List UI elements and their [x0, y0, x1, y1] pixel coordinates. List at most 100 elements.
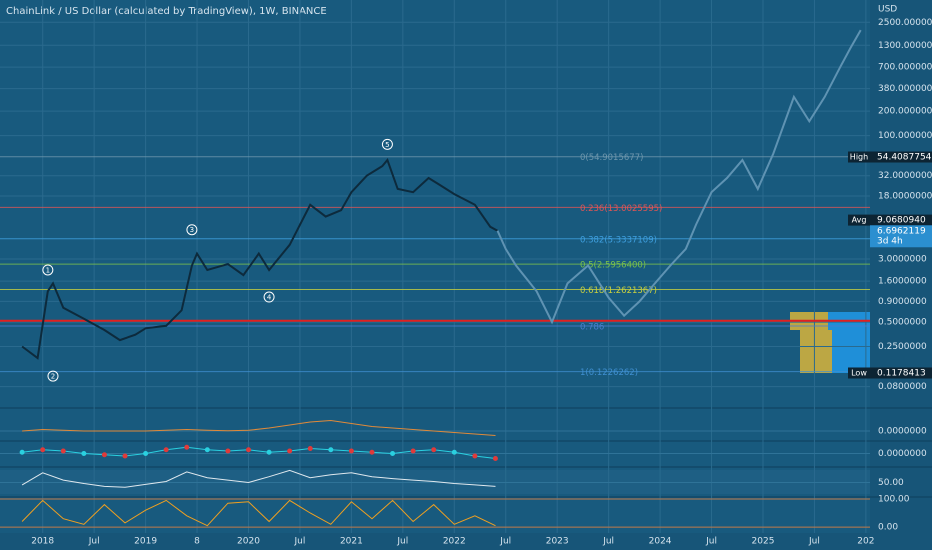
x-tick-label: Jul — [602, 537, 614, 547]
profile-box — [832, 330, 870, 373]
wave-label: 5 — [385, 141, 389, 149]
wave-marker — [381, 138, 393, 150]
price-badge — [870, 151, 932, 163]
wave-label: 2 — [51, 373, 55, 381]
price-badge — [870, 214, 932, 226]
axis-unit: USD — [878, 5, 897, 15]
indicator-dot — [266, 449, 272, 455]
x-tick-label: 2022 — [443, 537, 466, 547]
x-tick-label: 2021 — [340, 537, 363, 547]
x-tick-label: 2019 — [134, 537, 157, 547]
x-tick-label: 2024 — [649, 537, 672, 547]
indicator-dot — [287, 448, 293, 454]
y-tick-label: 700.0000000 — [878, 63, 932, 73]
indicator-dot — [451, 449, 457, 455]
x-tick-label: Jul — [294, 537, 306, 547]
y-tick-label: 0.2500000 — [878, 342, 927, 352]
y-tick-label: 32.0000000 — [878, 171, 932, 181]
price-name: Avg — [852, 216, 867, 225]
pane-tick-label: 0.0000000 — [878, 427, 927, 437]
indicator-dot — [431, 447, 437, 453]
line — [496, 29, 862, 325]
x-tick-label: 8 — [194, 537, 200, 547]
y-tick-label: 0.0800000 — [878, 382, 927, 392]
line — [21, 499, 496, 527]
wave-label: 1 — [46, 266, 50, 274]
y-tick-label: 380.0000000 — [878, 84, 932, 94]
indicator-dot — [492, 456, 498, 461]
indicator-dot — [101, 452, 107, 458]
fib-label: 1(0.1226262) — [580, 368, 638, 378]
price-name: Low — [851, 368, 867, 377]
indicator-dot — [369, 449, 375, 455]
chart-title: ChainLink / US Dollar (calculated by Tra… — [6, 6, 327, 17]
x-tick-label: Jul — [499, 537, 511, 547]
wave-marker — [42, 264, 54, 276]
price-name-badge — [848, 151, 870, 163]
time-axis — [0, 533, 870, 550]
profile-box — [800, 330, 832, 373]
indicator-dot — [225, 448, 231, 454]
price-badge-value: 0.1178413 — [877, 368, 926, 378]
x-tick-label: 2025 — [752, 537, 775, 547]
pane-tick-label: 0.0000000 — [878, 449, 927, 459]
indicator-dot — [184, 444, 190, 450]
price-badge-value: 9.0680940 — [877, 216, 926, 226]
line — [21, 469, 496, 488]
line — [22, 419, 496, 436]
pane-tick-label: 0.00 — [878, 523, 898, 533]
fib-label: 0.618(1.2621367) — [580, 286, 657, 296]
wave-marker — [186, 224, 198, 236]
indicator-dot — [328, 447, 334, 453]
indicator-dot — [348, 448, 354, 454]
pane-tick-label: 100.00 — [878, 494, 910, 504]
indicator-dot — [40, 447, 46, 453]
indicator-dot — [122, 453, 128, 459]
fib-label: 0(54.9015677) — [580, 153, 643, 163]
x-tick-label: 2020 — [237, 537, 260, 547]
wave-label: 3 — [190, 226, 194, 234]
indicator-dot — [60, 448, 66, 454]
price-name: High — [850, 153, 868, 162]
x-tick-label: Jul — [88, 537, 100, 547]
x-tick-label: Jul — [808, 537, 820, 547]
y-tick-label: 2500.0000000 — [878, 18, 932, 28]
price-name-badge — [848, 214, 870, 226]
indicator-dot — [390, 451, 396, 456]
y-tick-label: 3.0000000 — [878, 255, 927, 265]
y-tick-label: 0.9000000 — [878, 297, 927, 307]
indicator-dot — [81, 451, 87, 456]
indicator-dot — [472, 453, 478, 459]
price-badge-countdown: 3d 4h — [877, 236, 903, 246]
x-tick-label: Jul — [705, 537, 717, 547]
y-tick-label: 1300.0000000 — [878, 41, 932, 51]
x-tick-label: Jul — [396, 537, 408, 547]
wave-label: 4 — [267, 294, 272, 302]
fib-label: 0.382(5.3337109) — [580, 235, 657, 245]
x-tick-label: 2018 — [31, 537, 54, 547]
line — [22, 446, 496, 459]
price-axis — [870, 0, 932, 550]
x-tick-label: 2023 — [546, 537, 569, 547]
y-tick-label: 200.0000000 — [878, 107, 932, 117]
price-badge-value: 54.4087754 — [877, 153, 932, 163]
fib-label: 0.236(13.0025595) — [580, 204, 662, 214]
y-tick-label: 1.6000000 — [878, 277, 927, 287]
fib-label: 0.5(2.5956400) — [580, 261, 646, 271]
indicator-dot — [163, 447, 169, 453]
indicator-dot — [245, 447, 251, 453]
price-badge-value: 6.6962119 — [877, 226, 926, 236]
y-tick-label: 100.0000000 — [878, 131, 932, 141]
price-name-badge — [848, 367, 870, 379]
price-badge — [870, 367, 932, 379]
wave-marker — [263, 291, 275, 303]
indicator-dot — [143, 451, 149, 456]
y-tick-label: 0.5000000 — [878, 318, 927, 328]
price-badge — [870, 225, 932, 248]
wave-marker — [47, 370, 59, 382]
pane-tick-label: 50.00 — [878, 478, 904, 488]
y-tick-label: 18.0000000 — [878, 191, 932, 201]
indicator-dot — [204, 447, 210, 453]
indicator-dot — [410, 448, 416, 454]
